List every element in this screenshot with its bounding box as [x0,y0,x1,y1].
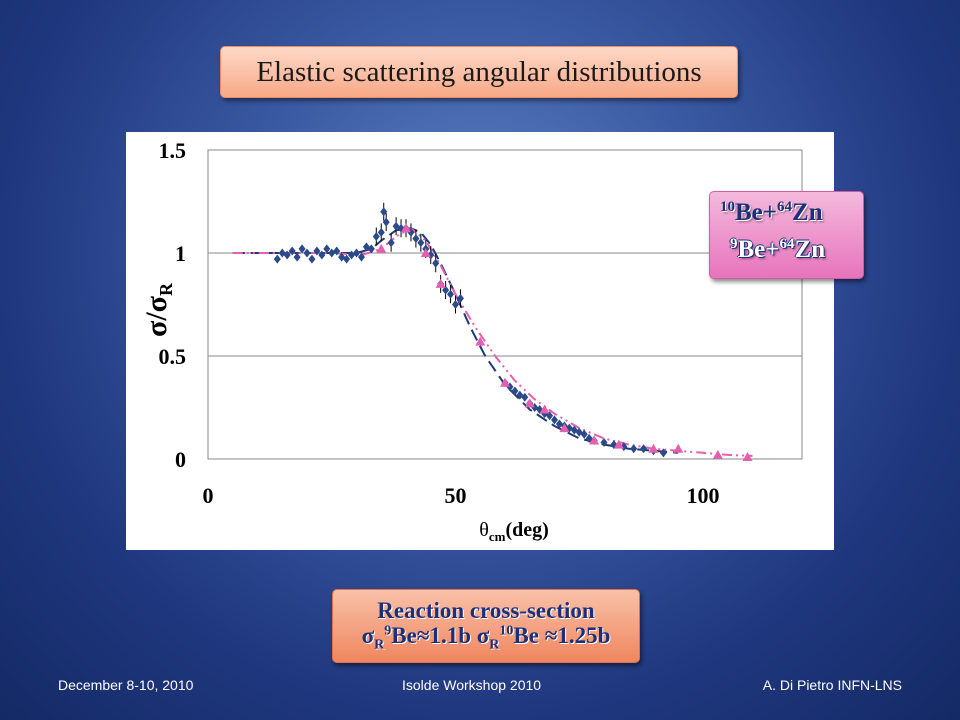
y-tick-label: 0 [175,447,186,472]
data-point-10be [427,250,435,260]
data-point-10be [412,234,420,244]
data-point-9be [712,449,723,459]
slide-title: Elastic scattering angular distributions [220,46,738,98]
data-point-10be [362,242,370,252]
reaction-cross-section-values: σR9Be≈1.1b σR10Be ≈1.25b [361,623,611,653]
data-point-10be [452,300,459,309]
data-point-10be [298,244,306,254]
footer-author: A. Di Pietro INFN-LNS [762,677,902,693]
data-point-9be [648,443,659,453]
data-point-10be [447,289,455,299]
data-point-10be [382,217,390,227]
footer-date: December 8-10, 2010 [58,677,194,693]
data-point-9be [559,423,570,433]
legend-10be: 10Be+64Zn [720,199,823,226]
data-point-10be [288,246,296,256]
data-point-10be [367,244,375,254]
y-tick-label: 1 [175,241,186,266]
data-point-10be [659,448,667,458]
data-point-10be [273,254,281,264]
data-point-10be [640,444,648,454]
data-point-10be [343,254,351,264]
data-point-9be [401,223,411,233]
y-tick-label: 0.5 [159,344,187,369]
angular-distribution-chart: 0 0.5 1 1.5 0 50 100 θcm(deg) σ/σR [140,138,803,544]
data-point-10be [283,250,291,260]
data-point-10be [585,433,593,443]
footer-event: Isolde Workshop 2010 [402,677,542,693]
data-point-10be [353,248,360,258]
x-tick-label: 100 [687,483,720,508]
data-point-10be [511,386,519,396]
data-point-10be [357,252,365,262]
data-point-9be [673,443,684,453]
data-point-10be [377,227,385,237]
data-point-10be [323,244,331,254]
data-point-9be [435,278,446,288]
x-tick-label: 0 [203,483,214,508]
data-point-9be [589,435,600,445]
data-point-10be [303,248,311,258]
data-point-9be [742,451,753,461]
data-point-10be [293,252,301,262]
legend-9be: 9Be+64Zn [730,236,826,263]
fit-line [232,227,753,457]
data-point-10be [333,246,341,256]
slide-title-text: Elastic scattering angular distributions [256,55,702,88]
data-point-9be [376,243,387,253]
data-point-9be [613,439,624,449]
data-point-10be [407,227,415,237]
data-point-10be [536,405,544,415]
data-point-9be [524,398,535,408]
data-point-9be [500,377,510,387]
data-point-10be [600,438,608,448]
data-point-9be [420,248,431,257]
data-point-10be [318,250,326,260]
reaction-cross-section-heading: Reaction cross-section [377,598,595,623]
data-point-10be [630,444,638,454]
data-point-10be [387,238,395,248]
data-point-10be [580,429,588,439]
data-point-10be [372,232,380,242]
data-point-10be [380,207,388,217]
y-tick-label: 1.5 [159,138,187,163]
data-point-9be [539,404,550,414]
reaction-cross-section-box: Reaction cross-section σR9Be≈1.1b σR10Be… [332,589,640,663]
data-point-10be [551,415,558,425]
x-axis-label: θcm(deg) [479,519,549,544]
fit-line [232,227,679,454]
data-point-10be [620,442,628,452]
data-point-10be [417,238,425,248]
data-point-10be [610,440,618,450]
data-point-10be [308,254,316,264]
data-point-10be [432,258,440,268]
data-point-9be [475,336,486,346]
x-tick-label: 50 [445,483,467,508]
data-point-10be [456,293,464,303]
legend-box: 10Be+64Zn 9Be+64Zn [709,191,864,279]
y-axis-label: σ/σR [140,282,176,337]
data-point-10be [521,392,529,402]
data-point-10be [313,246,321,256]
plot-frame [207,149,803,460]
